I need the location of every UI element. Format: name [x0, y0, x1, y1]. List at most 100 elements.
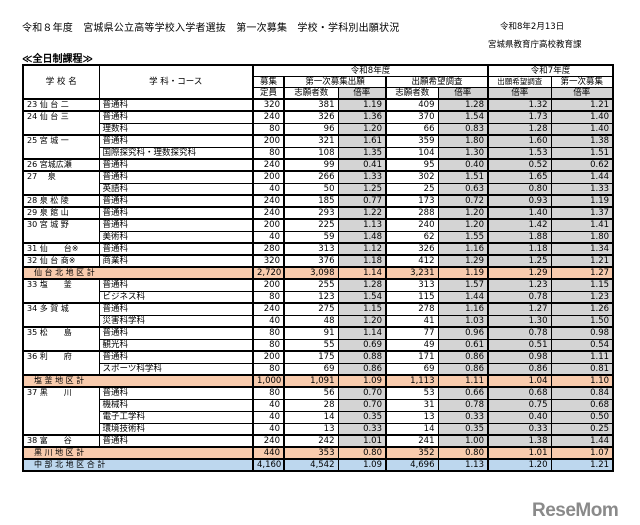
- cell-survey-applicants: 53: [385, 386, 439, 400]
- cell-r7-first-rate: 1.27: [550, 266, 614, 280]
- page-title: 令和８年度 宮城県公立高等学校入学者選抜 第一次募集 学校・学科別出願状況: [22, 23, 400, 34]
- cell-r7-first-rate: 1.21: [550, 458, 614, 472]
- cell-first-applicants: 313: [283, 242, 339, 256]
- cell-capacity: 40: [252, 398, 285, 412]
- cell-capacity: 80: [252, 386, 285, 400]
- cell-survey-applicants: 171: [385, 350, 439, 364]
- cell-survey-rate: 1.13: [437, 458, 489, 472]
- cell-survey-applicants: 288: [385, 206, 439, 220]
- cell-first-applicants: 99: [283, 158, 339, 172]
- cell-survey-applicants: 278: [385, 302, 439, 316]
- cell-survey-rate: 0.63: [437, 182, 489, 196]
- table-row: 美術科 40 59 1.48 62 1.55 1.88 1.80: [23, 230, 614, 244]
- cell-survey-applicants: 77: [385, 326, 439, 340]
- school-name: 29 泉 館 山: [22, 206, 100, 220]
- cell-capacity: 200: [252, 278, 285, 292]
- table-row: 理数科 80 96 1.20 66 0.83 1.28 1.40: [23, 122, 614, 136]
- cell-first-applicants: 185: [283, 194, 339, 208]
- subject-name: 災害科学科: [98, 314, 254, 328]
- cell-first-rate: 1.14: [337, 326, 387, 340]
- cell-r7-first-rate: 1.19: [550, 194, 614, 208]
- cell-survey-rate: 1.30: [437, 146, 489, 160]
- table-row: 電子工学科 40 14 0.35 13 0.33 0.40 0.50: [23, 410, 614, 424]
- cell-r7-first-rate: 1.40: [550, 110, 614, 124]
- cell-first-rate: 1.15: [337, 302, 387, 316]
- subject-name: スポーツ科学科: [98, 362, 254, 376]
- cell-r7-first-rate: 0.81: [550, 362, 614, 376]
- table-row: 機械科 40 28 0.70 31 0.78 0.75 0.68: [23, 398, 614, 412]
- cell-capacity: 80: [252, 326, 285, 340]
- cell-capacity: 80: [252, 290, 285, 304]
- subject-name: 理数科: [98, 122, 254, 136]
- subject-name: 観光科: [98, 338, 254, 352]
- cell-capacity: 200: [252, 218, 285, 232]
- col-subject: 学 科・コース: [98, 64, 254, 100]
- cell-first-applicants: 108: [283, 146, 339, 160]
- cell-survey-rate: 1.20: [437, 218, 489, 232]
- cell-r7-first-rate: 1.33: [550, 182, 614, 196]
- cell-first-applicants: 321: [283, 134, 339, 148]
- cell-first-applicants: 28: [283, 398, 339, 412]
- table-row: 災害科学科 40 48 1.20 41 1.03 1.30 1.50: [23, 314, 614, 328]
- subject-name: 普通科: [98, 170, 254, 184]
- table-row: 30 宮 城 野普通科 200 225 1.13 240 1.20 1.42 1.41: [22, 218, 614, 244]
- cell-survey-applicants: 31: [385, 398, 439, 412]
- cell-first-rate: 1.54: [337, 290, 387, 304]
- cell-survey-applicants: 1,113: [385, 374, 439, 388]
- cell-survey-applicants: 370: [385, 110, 439, 124]
- cell-survey-rate: 0.96: [437, 326, 489, 340]
- cell-first-applicants: 1,091: [283, 374, 339, 388]
- school-name: 35 松 島: [22, 326, 100, 352]
- col-first: 第一次募集出願: [283, 76, 387, 88]
- cell-first-applicants: 69: [283, 362, 339, 376]
- cell-survey-applicants: 326: [385, 242, 439, 256]
- cell-r7-survey-rate: 1.60: [487, 134, 552, 148]
- cell-first-applicants: 3,098: [283, 266, 339, 280]
- cell-survey-applicants: 49: [385, 338, 439, 352]
- cell-r7-first-rate: 1.34: [550, 242, 614, 256]
- cell-survey-rate: 1.11: [437, 374, 489, 388]
- school-name: 23 仙 台 二: [22, 98, 100, 112]
- cell-survey-rate: 1.16: [437, 242, 489, 256]
- col-survey-rate: 倍率: [437, 87, 489, 100]
- cell-survey-applicants: 25: [385, 182, 439, 196]
- cell-survey-applicants: 412: [385, 254, 439, 268]
- cell-capacity: 320: [252, 98, 285, 112]
- subject-name: 普通科: [98, 206, 254, 220]
- cell-survey-rate: 0.61: [437, 338, 489, 352]
- col-first-rate: 倍率: [337, 87, 387, 100]
- district-label: 塩 釜 地 区 計: [22, 374, 254, 388]
- cell-r7-survey-rate: 1.53: [487, 146, 552, 160]
- cell-first-rate: 1.12: [337, 242, 387, 256]
- cell-survey-applicants: 41: [385, 314, 439, 328]
- cell-r7-survey-rate: 1.73: [487, 110, 552, 124]
- cell-survey-rate: 0.78: [437, 398, 489, 412]
- cell-survey-applicants: 115: [385, 290, 439, 304]
- cell-survey-rate: 1.54: [437, 110, 489, 124]
- cell-survey-applicants: 14: [385, 422, 439, 436]
- col-r7-survey: 出願希望調査: [487, 76, 552, 88]
- cell-capacity: 80: [252, 122, 285, 136]
- cell-capacity: 200: [252, 134, 285, 148]
- subtotal-row: 黒 川 地 区 計 440 353 0.80 352 0.80 1.01 1.07: [22, 446, 614, 460]
- cell-r7-first-rate: 1.15: [550, 278, 614, 292]
- cell-first-rate: 1.33: [337, 170, 387, 184]
- cell-capacity: 240: [252, 110, 285, 124]
- school-name: 36 利 府: [22, 350, 100, 376]
- cell-r7-survey-rate: 1.23: [487, 278, 552, 292]
- cell-capacity: 80: [252, 362, 285, 376]
- table-row: 29 泉 館 山普通科 240 293 1.22 288 1.20 1.40 1.37: [22, 206, 614, 220]
- cell-r7-survey-rate: 1.42: [487, 218, 552, 232]
- cell-first-applicants: 293: [283, 206, 339, 220]
- cell-survey-rate: 0.35: [437, 422, 489, 436]
- cell-capacity: 40: [252, 410, 285, 424]
- cell-first-rate: 0.35: [337, 410, 387, 424]
- application-status-table: 学 校 名 学 科・コース 令和8年度 令和7年度 募集 第一次募集出願 出願希…: [22, 64, 615, 472]
- cell-survey-rate: 1.19: [437, 266, 489, 280]
- cell-capacity: 280: [252, 242, 285, 256]
- cell-r7-survey-rate: 0.33: [487, 422, 552, 436]
- cell-survey-applicants: 409: [385, 98, 439, 112]
- subject-name: 国際探究科・理数探究科: [98, 146, 254, 160]
- cell-r7-first-rate: 0.98: [550, 326, 614, 340]
- cell-first-applicants: 275: [283, 302, 339, 316]
